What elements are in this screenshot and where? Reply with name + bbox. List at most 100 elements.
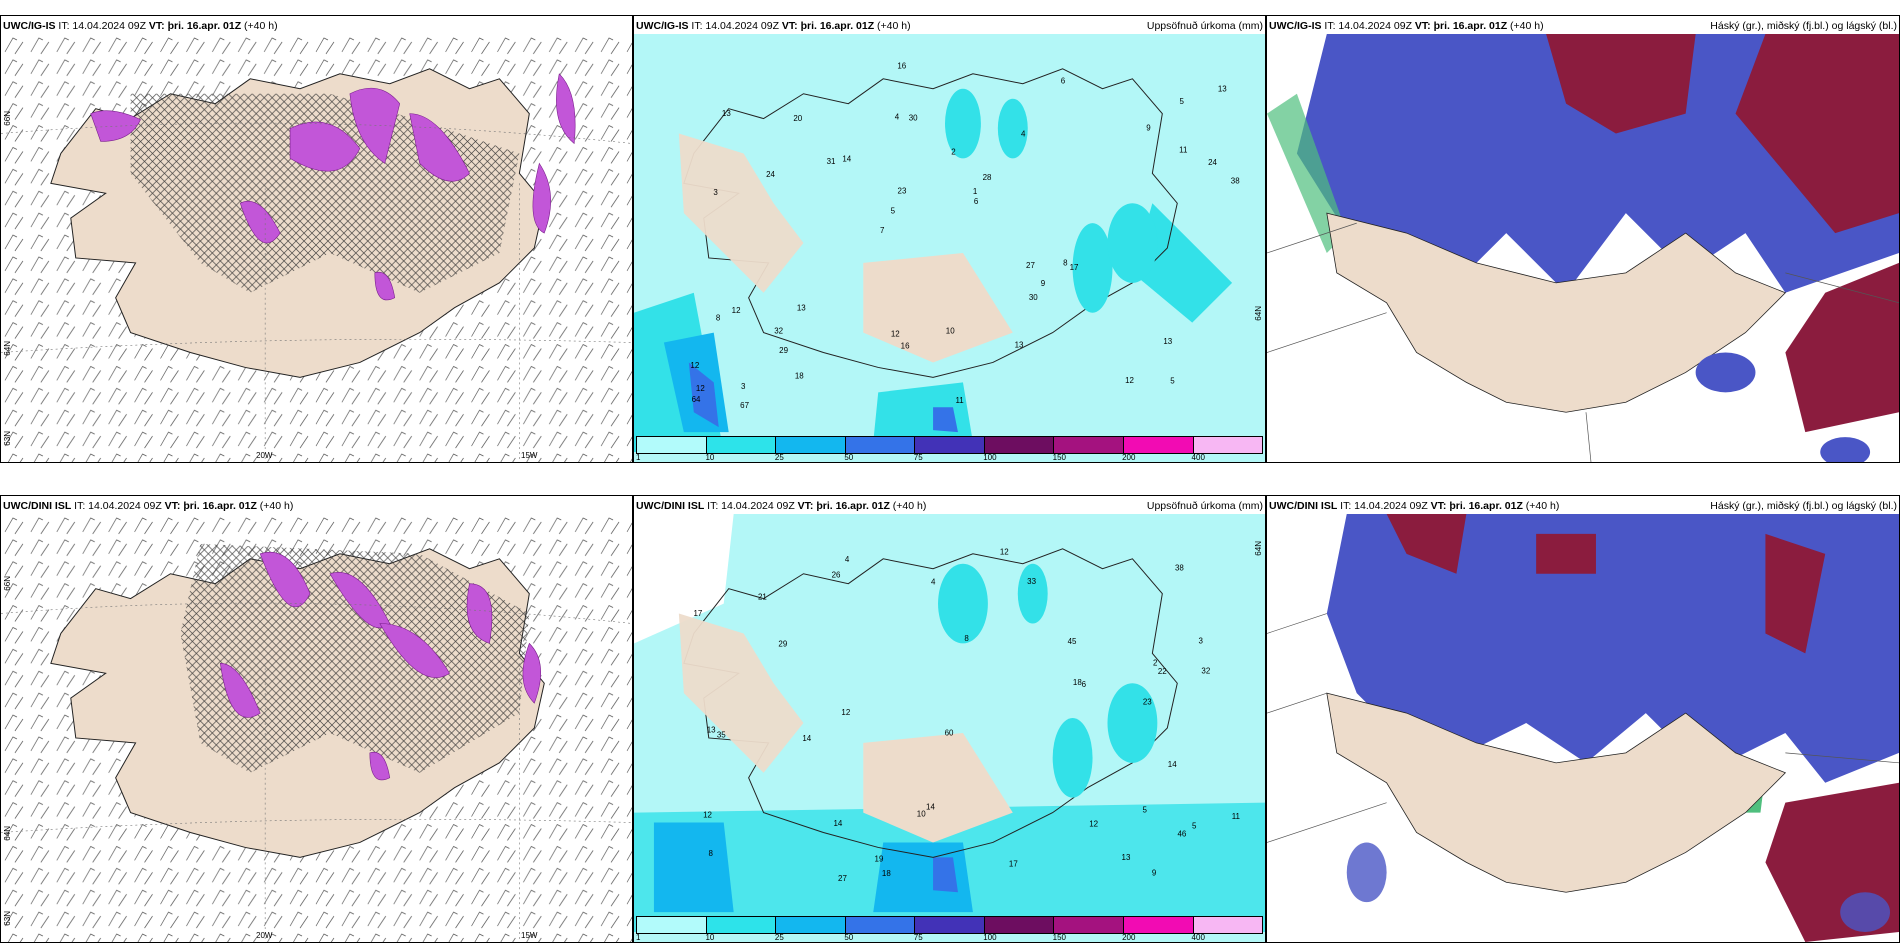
legend-label: 400 [1191,453,1205,462]
lat-label: 66N [3,111,12,126]
precip-legend: 1 10 25 50 75 100 150 200 400 [634,436,1265,462]
precip-value-label: 8 [708,849,713,858]
precip-value-label: 30 [1029,293,1038,302]
precip-value-label: 12 [1000,548,1009,557]
precip-value-label: 22 [1158,667,1167,676]
precip-value-label: 46 [1177,829,1186,838]
lat-label: 63N [3,911,12,926]
legend-label: 75 [913,453,923,462]
legend-swatch [984,437,1055,453]
precip-value-label: 18 [882,869,891,878]
precip-value-label: 17 [1009,859,1018,868]
precip-value-label: 13 [707,725,716,734]
lat-label: 64N [3,341,12,356]
precip-value-label: 9 [1041,279,1046,288]
precip-value-label: 3 [713,188,718,197]
lat-label: 63N [3,431,12,446]
legend-swatch [637,437,707,453]
lon-label: 20W [256,931,273,940]
precip-value-label: 23 [898,186,907,195]
precip-value-label: 4 [845,555,850,564]
precip-value-label: 1 [973,187,978,196]
precip-value-label: 12 [1089,820,1098,829]
precip-value-label: 38 [1231,177,1240,186]
panel-header: UWC/DINI ISL IT: 14.04.2024 09Z VT: þri.… [636,500,1263,512]
precip-value-label: 14 [842,154,851,163]
cloud-map [1267,34,1899,462]
legend-label: 150 [1052,933,1067,942]
precip-value-label: 17 [694,609,703,618]
legend-swatch [1054,437,1124,453]
precip-value-label: 5 [1142,805,1147,814]
legend-swatch [984,917,1055,933]
legend-swatch [845,917,916,933]
precip-value-label: 14 [926,802,935,811]
legend-label: 75 [913,933,923,942]
precip-value-label: 18 [1073,678,1082,687]
legend-swatch [776,437,846,453]
precip-map: 5 3 5 8 8 4 2 14 38 29 32 17 23 18 12 21 46 26 14 22 13 35 17 1… [634,514,1265,942]
legend-label: 10 [705,933,715,942]
precip-value-label: 67 [740,401,749,410]
precip-value-label: 11 [955,396,964,405]
lon-label: 20W [256,451,273,460]
legend-swatch [706,437,777,453]
precip-value-label: 6 [1082,680,1087,689]
legend-swatch [915,437,985,453]
precip-value-label: 11 [1232,812,1241,821]
precip-value-label: 12 [1125,376,1134,385]
precip-value-label: 13 [1163,337,1172,346]
wind-map [1,514,632,942]
precip-value-label: 33 [1027,577,1036,586]
legend-swatch [915,917,985,933]
precip-value-label: 14 [1168,760,1177,769]
precip-value-label: 32 [1201,667,1210,676]
precip-map: 5 3 5 7 4 3 4 2 12 14 12 29 30 28 17 13 16 38 27 11 5 12 23 20 6… [634,34,1265,462]
precip-value-label: 27 [838,874,847,883]
precip-value-label: 9 [1146,124,1151,133]
precip-value-label: 5 [1192,821,1197,830]
legend-label: 200 [1122,453,1136,462]
legend-swatch [637,917,707,933]
legend-label: 50 [844,453,854,462]
precip-value-label: 16 [901,342,910,351]
precip-value-label: 13 [797,304,806,313]
legend-swatch [845,437,916,453]
precip-value-label: 12 [690,361,699,370]
legend-label: 100 [983,933,997,942]
precip-value-label: 7 [880,226,885,235]
precip-value-label: 45 [1068,637,1077,646]
panel-header: UWC/DINI ISL IT: 14.04.2024 09Z VT: þri.… [3,500,294,512]
legend-label: 1 [636,453,641,462]
panel-header: UWC/IG-IS IT: 14.04.2024 09Z VT: þri. 16… [636,20,1263,32]
precip-value-label: 9 [1152,869,1157,878]
precip-value-label: 26 [832,571,841,580]
legend-label: 50 [844,933,854,942]
panel-header: UWC/IG-IS IT: 14.04.2024 09Z VT: þri. 16… [1269,20,1897,32]
legend-swatch [1123,917,1194,933]
precip-value-label: 5 [1179,97,1184,106]
legend-swatch [1123,437,1194,453]
precip-value-label: 3 [1199,637,1204,646]
precip-panel-bottom: UWC/DINI ISL IT: 14.04.2024 09Z VT: þri.… [633,495,1266,943]
precip-value-label: 30 [909,114,918,123]
legend-swatch [706,917,777,933]
precip-value-label: 11 [1179,145,1188,154]
precip-value-label: 35 [717,731,726,740]
precip-value-label: 3 [741,382,746,391]
precip-value-label: 4 [931,578,936,587]
precip-legend: 1 10 25 50 75 100 150 200 400 [634,916,1265,942]
cloud-panel-bottom: UWC/DINI ISL IT: 14.04.2024 09Z VT: þri.… [1266,495,1900,943]
precip-value-label: 29 [778,640,787,649]
precip-value-label: 13 [1218,84,1227,93]
lon-label: 15W [521,451,538,460]
precip-value-label: 13 [1122,853,1131,862]
legend-label: 400 [1191,933,1205,942]
cloud-map [1267,514,1899,942]
cloud-panel-top: UWC/IG-IS IT: 14.04.2024 09Z VT: þri. 16… [1266,15,1900,463]
precip-value-label: 4 [895,112,900,121]
precip-value-label: 29 [779,346,788,355]
precip-value-label: 6 [1061,76,1066,85]
precip-value-label: 12 [732,306,741,315]
legend-swatch [1054,917,1124,933]
